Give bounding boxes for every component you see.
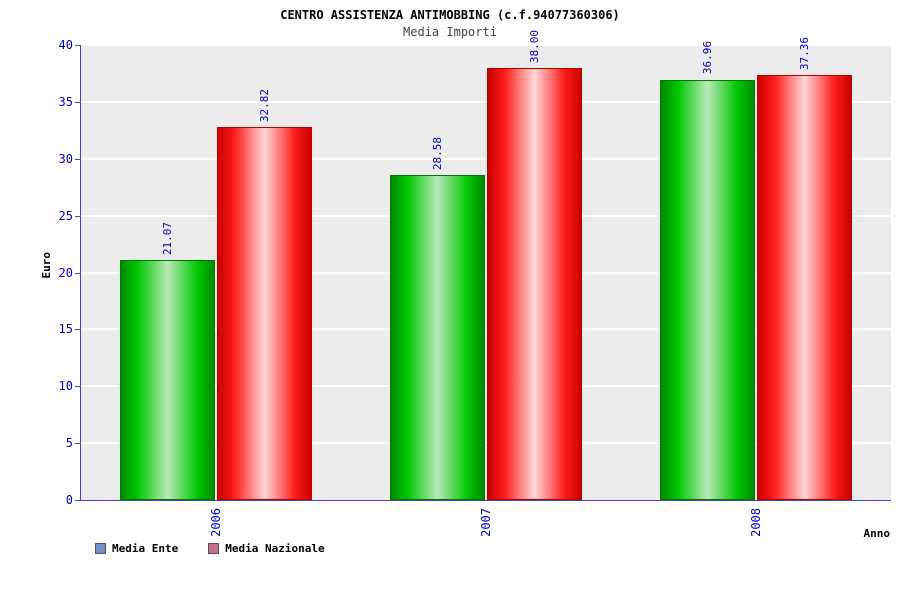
- legend-label: Media Ente: [112, 542, 179, 555]
- y-axis-tick-label: 5: [65, 436, 73, 451]
- gridline: [81, 100, 891, 103]
- bar-media-ente: [120, 260, 215, 500]
- bar-media-nazionale: [757, 75, 852, 500]
- legend: Media Ente Media Nazionale: [95, 542, 325, 555]
- bar-value-label: 21.07: [161, 222, 174, 256]
- gridline: [81, 44, 891, 46]
- chart-subtitle: Media Importi: [403, 25, 497, 39]
- gridline: [81, 328, 891, 331]
- y-axis-tick-mark: [75, 386, 81, 388]
- y-axis-tick-label: 40: [58, 38, 73, 52]
- y-axis-tick-mark: [75, 45, 81, 46]
- gridline: [81, 271, 891, 274]
- legend-label: Media Nazionale: [225, 542, 325, 555]
- chart-title: CENTRO ASSISTENZA ANTIMOBBING (c.f.94077…: [280, 8, 620, 22]
- y-axis-tick-mark: [75, 500, 81, 501]
- y-axis-tick-mark: [75, 158, 81, 160]
- gridline: [81, 385, 891, 388]
- y-axis-tick-mark: [75, 443, 81, 445]
- y-axis-tick-mark: [75, 101, 81, 103]
- gridline: [81, 157, 891, 160]
- y-axis-tick-label: 25: [58, 208, 73, 223]
- bar-media-ente: [390, 174, 485, 500]
- gridline: [81, 214, 891, 217]
- legend-item: Media Nazionale: [208, 542, 325, 555]
- x-category-label: 2006: [209, 508, 223, 537]
- y-axis-tick-label: 10: [58, 379, 73, 394]
- legend-item: Media Ente: [95, 542, 178, 555]
- y-axis-tick-label: 20: [58, 265, 73, 280]
- x-category-label: 2007: [479, 508, 493, 537]
- gridline: [81, 442, 891, 445]
- x-axis-title: Anno: [863, 527, 891, 540]
- legend-marker: [208, 543, 220, 554]
- bar-media-ente: [660, 79, 755, 500]
- y-axis-tick-mark: [75, 329, 81, 331]
- bar-media-nazionale: [487, 67, 582, 500]
- bar-value-label: 37.36: [798, 36, 811, 71]
- y-axis-tick-label: 0: [65, 493, 73, 507]
- bar-value-label: 32.82: [258, 88, 271, 122]
- bar-value-label: 38.00: [528, 29, 541, 63]
- legend-marker: [95, 543, 106, 554]
- y-axis-tick-label: 15: [58, 322, 73, 337]
- y-axis-tick-mark: [75, 272, 81, 274]
- bar-value-label: 36.96: [701, 41, 714, 75]
- bar-value-label: 28.58: [431, 136, 444, 170]
- y-axis-tick-label: 30: [58, 151, 73, 166]
- plot-area: 0 5 10 15 20 25 30 35 40 2006 21.07 32.82 2007 28.58 3…: [59, 30, 891, 537]
- y-axis-tick-label: 35: [58, 94, 73, 109]
- bar-media-nazionale: [217, 126, 312, 500]
- x-category-label: 2008: [749, 508, 763, 537]
- y-axis-tick-mark: [75, 215, 81, 217]
